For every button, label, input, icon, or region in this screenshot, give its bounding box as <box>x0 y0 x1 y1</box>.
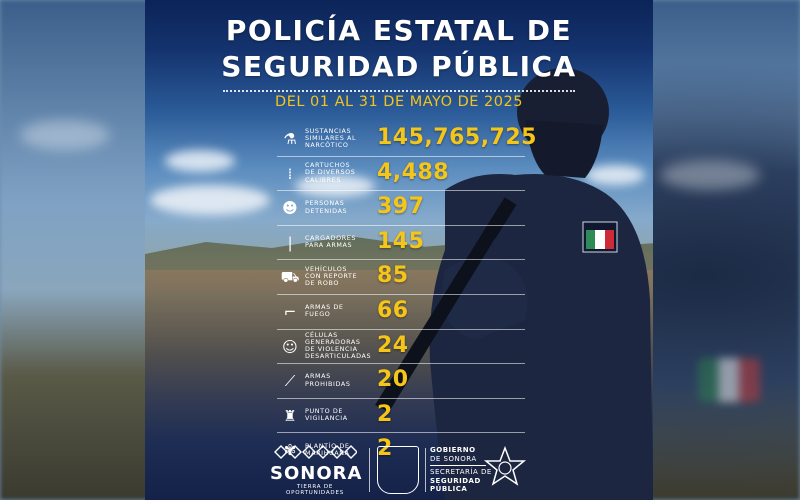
dotted-divider <box>223 90 575 92</box>
magazine-icon: ❘ <box>283 233 297 252</box>
footer-logos: SONORA TIERRA DE OPORTUNIDADES GOBIERNO … <box>145 440 653 500</box>
footer-divider <box>425 448 426 492</box>
car-icon: ⛟ <box>280 268 300 287</box>
sec-line-3: PÚBLICA <box>430 485 468 493</box>
stat-row: ☻ PERSONAS DETENIDAS 397 <box>277 191 525 226</box>
stat-label: PLANTÍO DE MARIHUANA <box>305 441 350 457</box>
stat-value: 66 <box>377 297 409 323</box>
stat-value: 397 <box>377 194 425 220</box>
blurred-flag <box>698 358 760 402</box>
people-icon: ☻ <box>282 199 298 218</box>
stat-label: CÉLULAS GENERADORAS DE VIOLENCIA DESARTI… <box>305 330 372 361</box>
ammunition-icon: ⁞ <box>287 164 293 183</box>
gov-line-1: GOBIERNO <box>430 446 476 454</box>
stat-label: CARTUCHOS DE DIVERSOS CALIBRES <box>305 161 356 184</box>
stat-value: 24 <box>377 332 409 358</box>
sec-line-2: SEGURIDAD <box>430 476 481 485</box>
stat-label: ARMAS PROHIBIDAS <box>305 372 351 388</box>
sec-line-1: SECRETARÍA DE <box>430 468 492 476</box>
stat-label: PUNTO DE VIGILANCIA <box>305 407 348 423</box>
stat-value: 4,488 <box>377 159 450 185</box>
stat-label: VEHÍCULOS CON REPORTE DE ROBO <box>305 265 358 288</box>
title-line-2: SEGURIDAD PÚBLICA <box>221 50 577 83</box>
police-star-badge <box>483 446 527 486</box>
stat-value: 145,765,725 <box>377 125 537 150</box>
stat-label: SUSTANCIAS SIMILARES AL NARCÓTICO <box>305 126 357 150</box>
handgun-icon: ⌐ <box>283 302 297 321</box>
stat-row: ❘ CARGADORES PARA ARMAS 145 <box>277 226 525 261</box>
stat-row: ⁞ CARTUCHOS DE DIVERSOS CALIBRES 4,488 <box>277 157 525 192</box>
title-line-1: POLICÍA ESTATAL DE <box>225 14 573 47</box>
stats-list: ⚗ SUSTANCIAS SIMILARES AL NARCÓTICO 145,… <box>277 122 536 467</box>
government-text: GOBIERNO DE SONORA SECRETARÍA DE SEGURID… <box>430 446 492 494</box>
stat-label: ARMAS DE FUEGO <box>305 303 344 319</box>
knife-icon: ⟋ <box>284 372 296 391</box>
stat-value: 145 <box>377 228 425 254</box>
sonora-tagline: TIERRA DE OPORTUNIDADES <box>285 484 345 496</box>
infographic-poster: POLICÍA ESTATAL DE SEGURIDAD PÚBLICA DEL… <box>145 0 653 500</box>
checkpoint-icon: ♜ <box>283 406 297 425</box>
footer-divider <box>369 448 370 492</box>
stat-row: ♜ PUNTO DE VIGILANCIA 2 <box>277 399 525 434</box>
stat-label: CARGADORES PARA ARMAS <box>305 234 357 250</box>
stat-label: PERSONAS DETENIDAS <box>305 199 348 215</box>
state-coat-of-arms <box>377 446 419 494</box>
group-icon: ☺ <box>282 337 298 356</box>
stat-value: 85 <box>377 263 409 289</box>
stat-row: ⟋ ARMAS PROHIBIDAS 20 <box>277 364 525 399</box>
gov-line-2: DE SONORA <box>430 454 477 463</box>
stat-row: ☺ CÉLULAS GENERADORAS DE VIOLENCIA DESAR… <box>277 330 525 365</box>
stat-value: 2 <box>377 401 393 427</box>
sonora-pattern-logo <box>274 445 357 459</box>
sonora-logo-text: SONORA <box>270 463 363 484</box>
date-range: DEL 01 AL 31 DE MAYO DE 2025 <box>275 94 523 110</box>
stat-value: 20 <box>377 367 409 393</box>
stat-row: ⌐ ARMAS DE FUEGO 66 <box>277 295 525 330</box>
drugs-icon: ⚗ <box>283 130 297 148</box>
stat-row: ⛟ VEHÍCULOS CON REPORTE DE ROBO 85 <box>277 260 525 295</box>
stat-row: ⚗ SUSTANCIAS SIMILARES AL NARCÓTICO 145,… <box>277 122 536 157</box>
